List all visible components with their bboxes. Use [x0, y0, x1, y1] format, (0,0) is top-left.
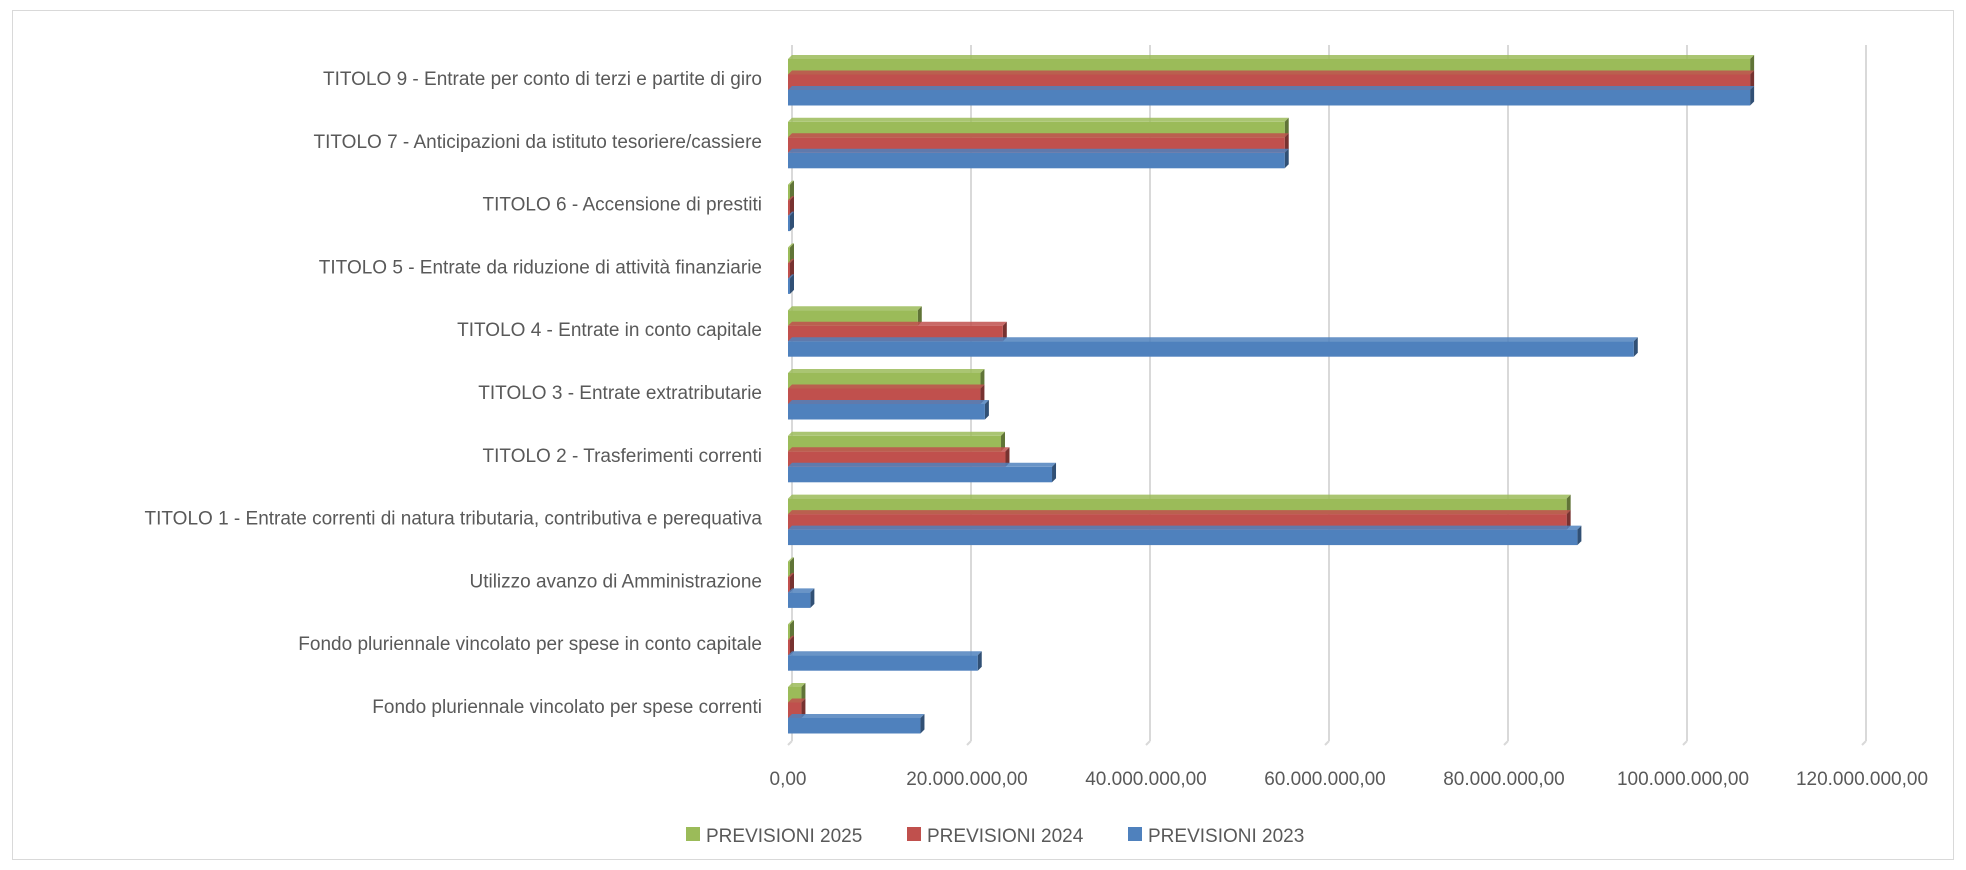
x-tick-label: 0,00 [770, 769, 807, 790]
bar [788, 714, 925, 734]
category-label: TITOLO 5 - Entrate da riduzione di attiv… [319, 257, 762, 278]
legend-label: PREVISIONI 2023 [1148, 826, 1304, 847]
bar [788, 211, 794, 232]
category-label: TITOLO 3 - Entrate extratributarie [478, 383, 762, 404]
bar [788, 557, 794, 577]
legend-item: PREVISIONI 2023 [1128, 826, 1304, 847]
x-tick-label: 40.000.000,00 [1085, 769, 1207, 790]
bar [788, 148, 1289, 169]
category-label: Fondo pluriennale vincolato per spese in… [298, 634, 762, 655]
gridline-floor [1861, 740, 1867, 746]
bar [788, 525, 1582, 546]
gridline-floor [1324, 740, 1330, 746]
category-label: Utilizzo avanzo di Amministrazione [469, 571, 762, 592]
bar [788, 274, 794, 294]
gridline-floor [1145, 740, 1151, 746]
x-axis-ticks: 0,00 20.000.000,00 40.000.000,00 60.000.000… [770, 769, 1929, 790]
bar [788, 196, 794, 216]
bar [788, 462, 1057, 483]
x-tick-label: 120.000.000,00 [1796, 769, 1928, 790]
x-tick-label: 60.000.000,00 [1264, 769, 1386, 790]
bar [788, 243, 794, 263]
bar [788, 635, 794, 656]
gridline-floor [1503, 740, 1509, 746]
x-tick-label: 80.000.000,00 [1443, 769, 1565, 790]
category-label: TITOLO 2 - Trasferimenti correnti [483, 446, 762, 467]
gridline-floor [1682, 740, 1688, 746]
x-tick-label: 100.000.000,00 [1617, 769, 1749, 790]
x-tick-label: 20.000.000,00 [906, 769, 1028, 790]
bar [788, 572, 794, 593]
category-label: TITOLO 7 - Anticipazioni da istituto tes… [314, 132, 762, 153]
bar [788, 400, 989, 420]
legend-swatch [1128, 827, 1142, 841]
category-labels: TITOLO 9 - Entrate per conto di terzi e … [145, 69, 763, 718]
category-label: TITOLO 1 - Entrate correnti di natura tr… [145, 509, 763, 530]
legend-label: PREVISIONI 2025 [706, 826, 862, 847]
legend-swatch [686, 827, 700, 841]
bar [788, 86, 1755, 106]
gridline-floor [787, 740, 793, 746]
bar [788, 651, 982, 671]
legend: PREVISIONI 2025 PREVISIONI 2024 PREVISIONI… [686, 826, 1304, 847]
bar [788, 588, 815, 608]
legend-label: PREVISIONI 2024 [927, 826, 1084, 847]
legend-item: PREVISIONI 2024 [907, 826, 1084, 847]
bars [788, 55, 1755, 734]
bar [788, 620, 794, 640]
bar [788, 180, 794, 201]
legend-swatch [907, 827, 921, 841]
bar [788, 337, 1638, 357]
category-label: Fondo pluriennale vincolato per spese co… [372, 697, 762, 718]
category-label: TITOLO 9 - Entrate per conto di terzi e … [323, 69, 762, 90]
category-label: TITOLO 4 - Entrate in conto capitale [457, 320, 762, 341]
bar [788, 258, 794, 279]
gridline-floor [966, 740, 972, 746]
legend-item: PREVISIONI 2025 [686, 826, 862, 847]
category-label: TITOLO 6 - Accensione di prestiti [483, 195, 763, 216]
